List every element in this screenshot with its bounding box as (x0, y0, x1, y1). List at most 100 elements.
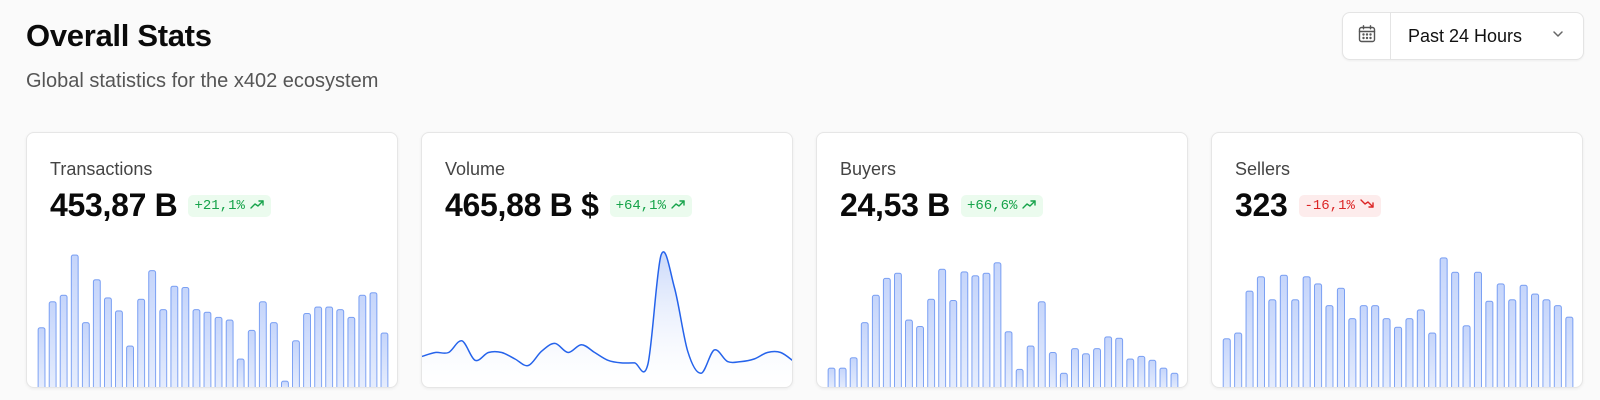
chart-bar (971, 275, 980, 387)
chart-bar (827, 367, 836, 387)
chart-bar (181, 287, 190, 387)
stat-value: 323 (1235, 187, 1288, 223)
chart-bar (1093, 348, 1101, 387)
chart-bar (1291, 299, 1300, 387)
calendar-icon (1357, 24, 1377, 49)
chart-bar (126, 345, 134, 387)
chart-bar (1071, 348, 1079, 387)
chart-bar (1104, 336, 1113, 387)
chart-bar (225, 319, 234, 387)
stat-value: 24,53 B (840, 187, 950, 223)
change-badge: +21,1% (188, 194, 271, 217)
chart-bar (281, 380, 289, 387)
change-text: -16,1% (1304, 197, 1355, 214)
chart-bar (1148, 359, 1157, 387)
chart-bar (1222, 338, 1231, 387)
stat-label: Sellers (1235, 159, 1291, 179)
chart-bar (1234, 332, 1243, 387)
chart-bar (860, 322, 869, 387)
chart-bar (1405, 318, 1414, 387)
chart-bar (916, 326, 924, 387)
chart-bar (369, 292, 378, 387)
change-text: +66,6% (966, 197, 1018, 214)
chart-bar (905, 319, 913, 387)
range-select[interactable]: Past 24 Hours (1391, 13, 1583, 59)
chart-bar (258, 301, 267, 387)
chart-bar (1565, 316, 1574, 387)
chart-bar (380, 332, 389, 387)
chart-bar (1126, 358, 1135, 387)
chart-bar (1268, 299, 1277, 387)
chart-bar (927, 298, 936, 387)
chart-bar (1371, 305, 1380, 387)
chart-bar (1531, 293, 1540, 387)
change-badge: +64,1% (609, 194, 692, 217)
chart-bar (1037, 301, 1046, 387)
chart-bar (192, 309, 201, 387)
chart-bar (1359, 305, 1368, 387)
chart-bar (1159, 367, 1168, 387)
chart-bar (1245, 290, 1254, 387)
trending-up-icon (1022, 198, 1037, 214)
chart-bar (993, 262, 1002, 387)
chart-bar (170, 285, 179, 387)
chart-bar (325, 306, 334, 387)
chart-bar (1302, 276, 1311, 387)
chart-bar (1382, 318, 1391, 387)
stat-card-volume: Volume 465,88 B $ +64,1% (421, 132, 793, 388)
chart-bar (1004, 331, 1013, 387)
chart-bar (1015, 368, 1024, 387)
chart-bar (137, 298, 146, 387)
chart-bar (1485, 300, 1494, 387)
page-subtitle: Global statistics for the x402 ecosystem (26, 70, 379, 92)
chart-bar (1314, 283, 1323, 387)
chart-bar (148, 270, 157, 387)
chart-bar (1394, 326, 1403, 387)
change-badge: -16,1% (1298, 194, 1381, 217)
stat-label: Transactions (50, 159, 153, 179)
chart-bar (1170, 372, 1179, 387)
chart-bar (1115, 337, 1124, 387)
chart-bar (1519, 284, 1528, 387)
chart-bar (1473, 271, 1482, 387)
chart-bar (1428, 332, 1437, 387)
chart-area-fill (422, 252, 792, 387)
change-text: +21,1% (194, 197, 245, 214)
chart-bar (214, 316, 223, 387)
chart-bar (247, 329, 256, 387)
chart-bar (159, 309, 168, 387)
chart-bar (1439, 257, 1448, 387)
chart-bar (938, 268, 947, 387)
chart-bar (1256, 276, 1265, 387)
stat-label: Buyers (840, 159, 897, 179)
chart-bar (303, 313, 311, 387)
change-text: +64,1% (615, 197, 666, 214)
chart-line (422, 251, 792, 375)
change-badge: +66,6% (960, 194, 1044, 217)
chart-bar (1048, 352, 1057, 387)
chart-bar (960, 271, 969, 387)
time-range-picker[interactable]: Past 24 Hours (1342, 12, 1584, 60)
trending-down-icon (1360, 198, 1374, 214)
chart-bar (115, 310, 123, 387)
chart-bar (314, 306, 323, 387)
chart-bar (236, 358, 245, 387)
sparkline-bar-chart (827, 262, 1179, 387)
chart-bar (81, 322, 90, 387)
chart-bar (1416, 309, 1425, 387)
chart-bar (982, 272, 991, 387)
trending-up-icon (671, 198, 685, 214)
chart-bar (1542, 299, 1551, 387)
chart-bar (1279, 274, 1288, 387)
chart-bar (882, 277, 891, 387)
sparkline-bar-chart (1222, 257, 1574, 387)
sparkline-bar-chart (37, 254, 389, 387)
chart-bar (894, 272, 902, 387)
chart-bar (70, 254, 79, 387)
chart-bar (838, 367, 847, 387)
chart-bar (203, 311, 212, 387)
chart-bar (1059, 372, 1068, 387)
chart-bar (92, 279, 101, 387)
calendar-button[interactable] (1343, 13, 1391, 59)
range-label: Past 24 Hours (1408, 25, 1523, 46)
